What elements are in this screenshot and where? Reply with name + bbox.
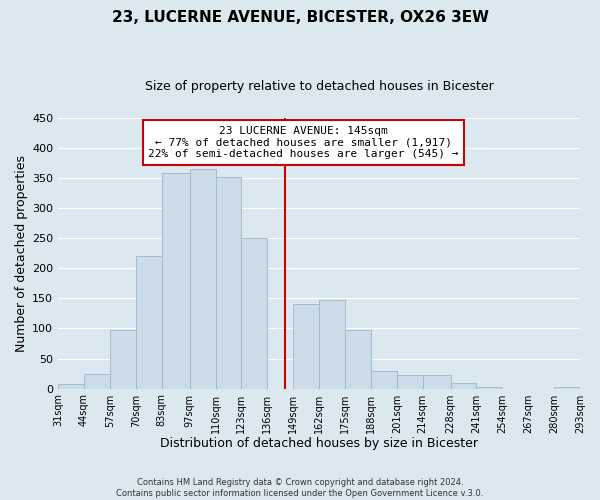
Bar bbox=[554, 387, 580, 388]
Bar bbox=[190, 169, 215, 388]
Bar bbox=[397, 376, 422, 388]
Bar bbox=[293, 304, 319, 388]
Bar bbox=[319, 300, 345, 388]
Bar bbox=[451, 382, 476, 388]
Bar bbox=[136, 256, 162, 388]
Bar bbox=[162, 173, 190, 388]
Bar bbox=[422, 376, 451, 388]
Bar bbox=[84, 374, 110, 388]
Text: 23, LUCERNE AVENUE, BICESTER, OX26 3EW: 23, LUCERNE AVENUE, BICESTER, OX26 3EW bbox=[112, 10, 488, 25]
Bar bbox=[371, 370, 397, 388]
Bar bbox=[110, 330, 136, 388]
Y-axis label: Number of detached properties: Number of detached properties bbox=[15, 154, 28, 352]
Text: 23 LUCERNE AVENUE: 145sqm
← 77% of detached houses are smaller (1,917)
22% of se: 23 LUCERNE AVENUE: 145sqm ← 77% of detac… bbox=[148, 126, 458, 159]
Bar bbox=[345, 330, 371, 388]
Bar bbox=[58, 384, 84, 388]
Bar bbox=[215, 177, 241, 388]
Title: Size of property relative to detached houses in Bicester: Size of property relative to detached ho… bbox=[145, 80, 493, 93]
Text: Contains HM Land Registry data © Crown copyright and database right 2024.
Contai: Contains HM Land Registry data © Crown c… bbox=[116, 478, 484, 498]
X-axis label: Distribution of detached houses by size in Bicester: Distribution of detached houses by size … bbox=[160, 437, 478, 450]
Bar bbox=[241, 238, 267, 388]
